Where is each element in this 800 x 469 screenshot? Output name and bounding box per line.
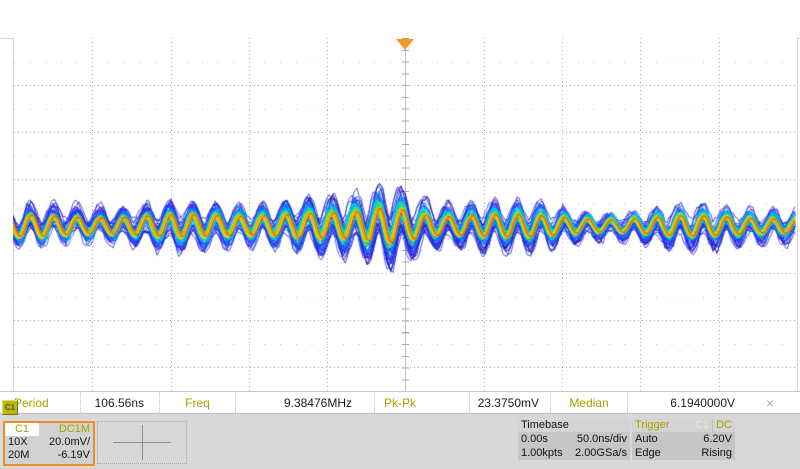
crosshair-icon (142, 425, 143, 460)
measurement-freq-label[interactable]: Freq (159, 392, 235, 413)
channel-offset: -6.19V (57, 449, 90, 461)
channel-probe: 10X (8, 436, 28, 448)
channel-volts-per-div: 20.0mV/ (49, 436, 90, 448)
trigger-source: C1 (695, 419, 714, 432)
measurement-median-value[interactable]: 6.1940000V (627, 392, 755, 413)
offset-position-indicator[interactable] (97, 421, 187, 464)
measurement-median-label[interactable]: Median (550, 392, 627, 413)
channel-bandwidth: 20M (8, 449, 30, 461)
waveform-trace (13, 38, 796, 391)
timebase-title: Timebase (521, 419, 569, 431)
close-measurements-icon[interactable]: × (765, 394, 775, 411)
measurement-pkpk-label[interactable]: Pk-Pk (374, 392, 469, 413)
timebase-memory: 1.00kpts (521, 447, 563, 459)
channel-coupling: DC1M (58, 423, 90, 435)
trigger-level: 6.20V (703, 433, 732, 445)
trigger-panel[interactable]: Trigger C1 DC Auto 6.20V Edge Rising (632, 419, 735, 461)
measurement-freq-value[interactable]: 9.38476MHz (235, 392, 374, 413)
trigger-mode: Auto (635, 433, 658, 445)
timebase-delay: 0.00s (521, 433, 548, 445)
timebase-sample-rate: 2.00GSa/s (575, 447, 627, 459)
measurement-source-badge[interactable]: C1 (2, 400, 18, 415)
measurement-bar: Period 106.56ns Freq 9.38476MHz Pk-Pk 23… (0, 391, 800, 414)
measurement-period-value[interactable]: 106.56ns (80, 392, 159, 413)
channel-name: C1 (5, 423, 39, 436)
trigger-slope: Rising (701, 447, 732, 459)
measurement-period-label[interactable]: Period (14, 395, 49, 410)
timebase-panel[interactable]: Timebase 0.00s 50.0ns/div 1.00kpts 2.00G… (518, 419, 630, 461)
channel-1-descriptor-box[interactable]: C1 DC1M 10X 20.0mV/ 20M -6.19V (3, 421, 95, 466)
trigger-coupling: DC (716, 419, 732, 431)
timebase-scale: 50.0ns/div (576, 433, 627, 445)
trigger-title: Trigger (635, 419, 670, 431)
measurement-pkpk-value[interactable]: 23.3750mV (469, 392, 550, 413)
trigger-type: Edge (635, 447, 661, 459)
trigger-position-marker-icon[interactable] (396, 39, 414, 50)
